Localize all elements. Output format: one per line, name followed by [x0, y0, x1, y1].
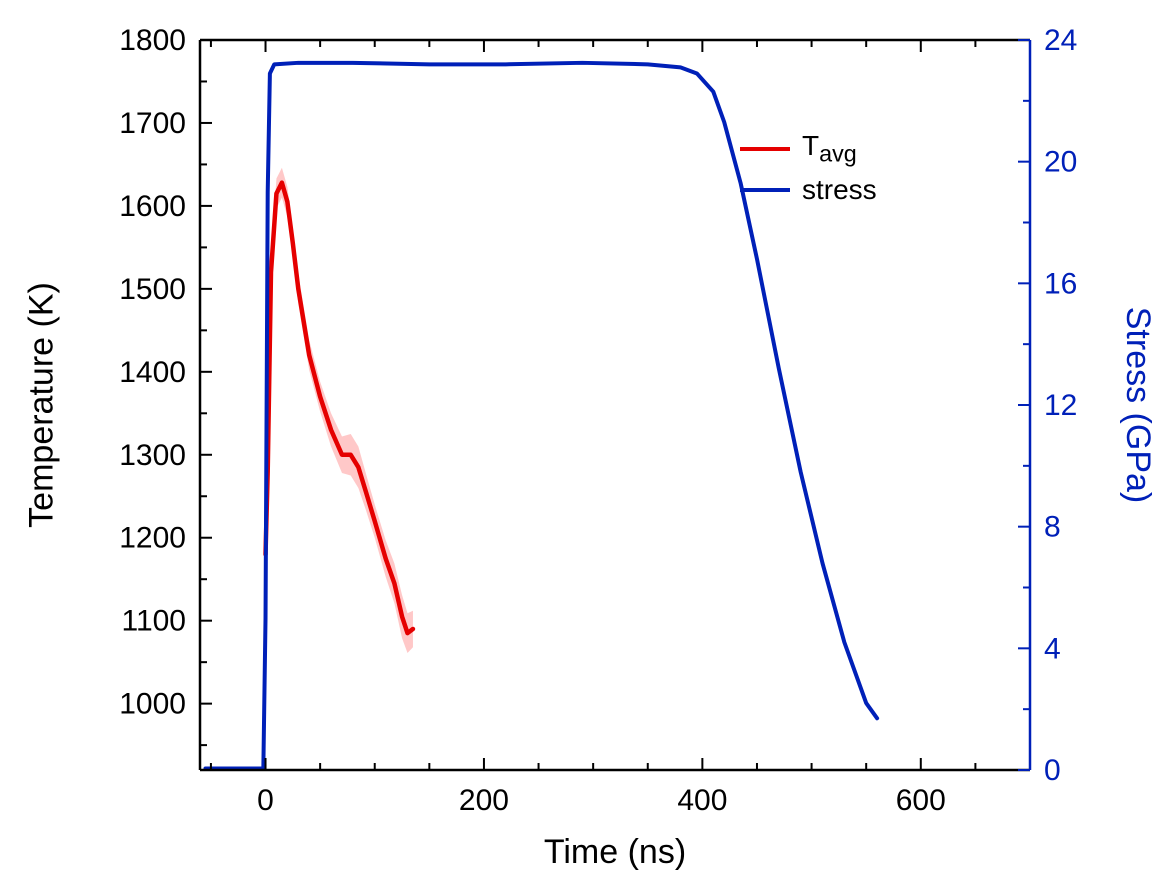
svg-text:1500: 1500 [119, 273, 186, 306]
svg-text:4: 4 [1044, 632, 1061, 665]
svg-text:8: 8 [1044, 511, 1061, 544]
svg-text:1200: 1200 [119, 522, 186, 555]
y-right-axis-label: Stress (GPa) [1118, 307, 1157, 503]
svg-text:0: 0 [1044, 754, 1061, 787]
svg-text:600: 600 [896, 784, 946, 817]
svg-text:200: 200 [459, 784, 509, 817]
svg-text:1600: 1600 [119, 190, 186, 223]
svg-text:24: 24 [1044, 24, 1077, 57]
svg-text:1300: 1300 [119, 439, 186, 472]
svg-text:1700: 1700 [119, 107, 186, 140]
svg-text:1000: 1000 [119, 688, 186, 721]
legend-label: stress [802, 174, 877, 206]
legend-swatch [740, 147, 790, 151]
svg-text:1400: 1400 [119, 356, 186, 389]
chart-container: 0200400600100011001200130014001500160017… [0, 0, 1162, 887]
svg-text:1100: 1100 [121, 605, 186, 638]
legend-item: stress [740, 174, 877, 206]
chart-svg: 0200400600100011001200130014001500160017… [0, 0, 1162, 887]
legend: Tavg stress [740, 130, 877, 212]
svg-text:1800: 1800 [119, 24, 186, 57]
legend-label: Tavg [802, 130, 857, 168]
legend-item: Tavg [740, 130, 877, 168]
legend-swatch [740, 188, 790, 192]
svg-text:400: 400 [677, 784, 727, 817]
svg-text:12: 12 [1044, 389, 1077, 422]
svg-text:0: 0 [257, 784, 274, 817]
svg-text:16: 16 [1044, 267, 1077, 300]
x-axis-label: Time (ns) [544, 833, 686, 872]
svg-text:20: 20 [1044, 146, 1077, 179]
y-left-axis-label: Temperature (K) [23, 282, 62, 528]
